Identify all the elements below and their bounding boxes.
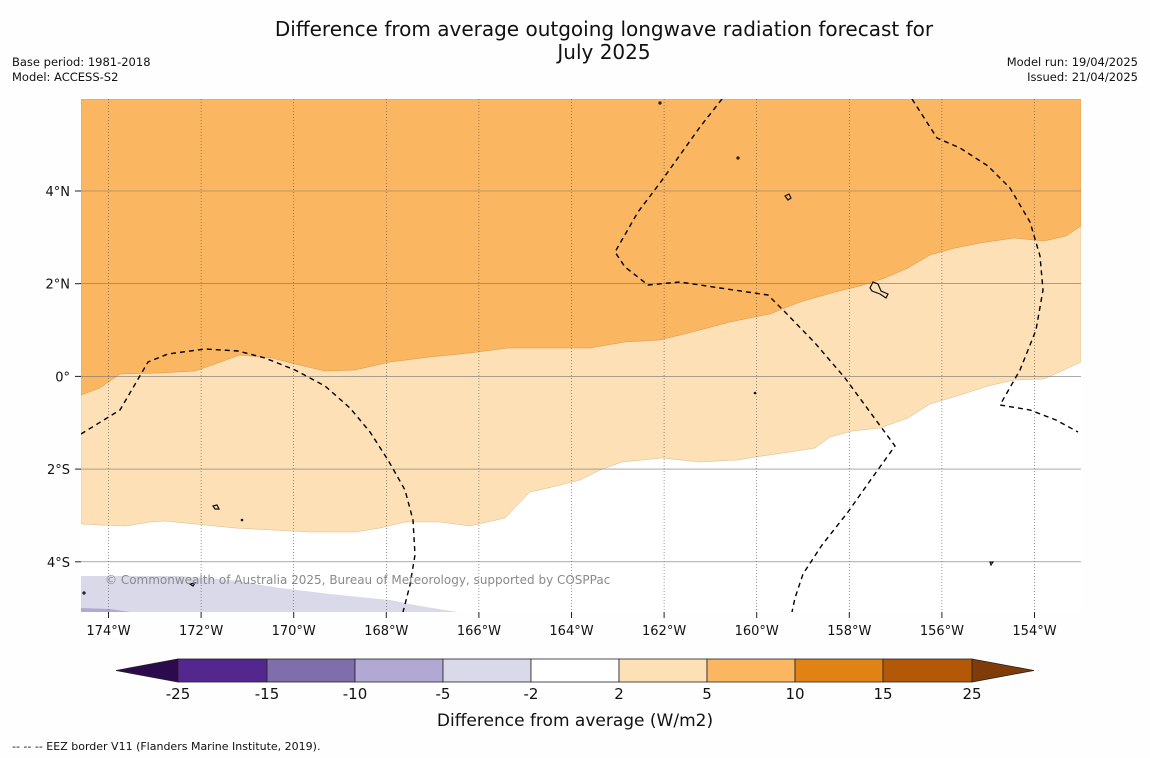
island-dot bbox=[82, 591, 86, 595]
colorbar-tick-label: -25 bbox=[166, 685, 191, 703]
latitude-label: 2°S bbox=[47, 463, 70, 478]
longitude-label: 162°W bbox=[642, 624, 686, 639]
colorbar-bin bbox=[266, 658, 356, 683]
island-dot bbox=[753, 391, 757, 395]
island-shape bbox=[188, 582, 197, 587]
longitude-label: 158°W bbox=[827, 624, 871, 639]
colorbar-bin bbox=[706, 658, 796, 683]
anomaly-region-minus10-minus5 bbox=[81, 608, 130, 612]
colorbar-label: Difference from average (W/m2) bbox=[437, 711, 713, 731]
colorbar-tick-label: 10 bbox=[785, 685, 804, 703]
longitude-label: 160°W bbox=[735, 624, 779, 639]
anomaly-region-minus5-minus2 bbox=[81, 576, 458, 612]
model-run-text: Model run: 19/04/2025 bbox=[1006, 55, 1138, 69]
island-shape bbox=[869, 281, 889, 299]
colorbar bbox=[115, 658, 1035, 683]
model-text: Model: ACCESS-S2 bbox=[12, 70, 119, 84]
colorbar-tick-label: 5 bbox=[702, 685, 712, 703]
title-line-2: July 2025 bbox=[557, 40, 651, 64]
colorbar-tick-label: 15 bbox=[873, 685, 892, 703]
model-info: Base period: 1981-2018 Model: ACCESS-S2 bbox=[12, 55, 151, 85]
colorbar-bin bbox=[530, 658, 620, 683]
colorbar-bin bbox=[794, 658, 884, 683]
colorbar-tick-label: -10 bbox=[343, 685, 368, 703]
eez-border-west bbox=[81, 348, 416, 612]
eez-borders bbox=[81, 99, 1079, 612]
longitude-label: 168°W bbox=[364, 624, 408, 639]
colorbar-bin bbox=[618, 658, 708, 683]
latitude-label: 2°N bbox=[46, 278, 71, 293]
latitude-label: 4°N bbox=[46, 185, 71, 200]
longitude-label: 154°W bbox=[1012, 624, 1056, 639]
issued-text: Issued: 21/04/2025 bbox=[1027, 70, 1138, 84]
colorbar-bin bbox=[177, 658, 268, 683]
copyright-text: © Commonwealth of Australia 2025, Bureau… bbox=[105, 573, 610, 587]
colorbar-tick-label: 2 bbox=[614, 685, 624, 703]
latitude-label: 4°S bbox=[47, 556, 70, 571]
longitude-labels: 174°W 172°W 170°W 168°W 166°W 164°W 162°W 160°W… bbox=[86, 612, 1057, 639]
island-dot bbox=[736, 156, 740, 160]
latitude-label: 0° bbox=[55, 370, 70, 385]
colorbar-tick-label: -15 bbox=[255, 685, 280, 703]
island-shape bbox=[212, 504, 220, 510]
run-info: Model run: 19/04/2025 Issued: 21/04/2025 bbox=[1007, 55, 1138, 85]
latitude-labels: 4°N 2°N 0° 2°S 4°S bbox=[46, 185, 81, 571]
longitude-label: 166°W bbox=[457, 624, 501, 639]
base-period-text: Base period: 1981-2018 bbox=[12, 55, 151, 69]
eez-border-east bbox=[911, 99, 1079, 433]
map-title: Difference from average outgoing longwav… bbox=[200, 18, 1008, 64]
longitude-label: 174°W bbox=[86, 624, 130, 639]
eez-legend-note: -- -- -- EEZ border V11 (Flanders Marine… bbox=[12, 740, 321, 753]
anomaly-region-5-10 bbox=[81, 99, 1081, 396]
colorbar-bin bbox=[882, 658, 973, 683]
colorbar-bin bbox=[442, 658, 532, 683]
colorbar-tick-label: 25 bbox=[962, 685, 981, 703]
colorbar-extend-low bbox=[115, 658, 179, 683]
longitude-label: 156°W bbox=[920, 624, 964, 639]
island-shape bbox=[784, 193, 792, 201]
colorbar-bin bbox=[354, 658, 444, 683]
title-line-1: Difference from average outgoing longwav… bbox=[274, 17, 934, 41]
island-dot bbox=[240, 518, 244, 522]
islands bbox=[82, 101, 995, 595]
island-dot bbox=[658, 101, 662, 105]
longitude-label: 172°W bbox=[179, 624, 223, 639]
longitude-label: 164°W bbox=[549, 624, 593, 639]
island-shape bbox=[989, 561, 995, 567]
colorbar-tick-label: -5 bbox=[436, 685, 451, 703]
colorbar-tick-label: -2 bbox=[524, 685, 539, 703]
map-panel: © Commonwealth of Australia 2025, Bureau… bbox=[81, 99, 1081, 612]
colorbar-extend-high bbox=[971, 658, 1035, 683]
longitude-label: 170°W bbox=[272, 624, 316, 639]
colorbar-tick-labels: -25 -15 -10 -5 -2 2 5 10 15 25 bbox=[166, 685, 982, 703]
gridlines bbox=[81, 99, 1081, 612]
